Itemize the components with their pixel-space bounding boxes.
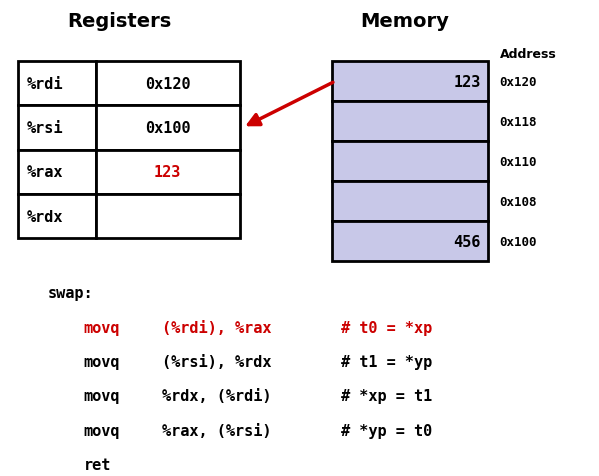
Text: 0x120: 0x120 xyxy=(145,77,190,91)
Bar xyxy=(96,150,240,195)
Text: 0x118: 0x118 xyxy=(499,115,537,129)
Bar xyxy=(18,106,96,150)
Text: 123: 123 xyxy=(453,74,481,89)
Text: (%rsi), %rdx: (%rsi), %rdx xyxy=(162,354,271,369)
Text: 123: 123 xyxy=(154,165,181,180)
Text: 0x108: 0x108 xyxy=(499,195,537,208)
Bar xyxy=(18,150,96,195)
Bar xyxy=(332,142,488,182)
Text: # t1 = *yp: # t1 = *yp xyxy=(341,354,432,369)
Bar xyxy=(332,102,488,142)
Bar xyxy=(332,62,488,102)
Text: %rdx, (%rdi): %rdx, (%rdi) xyxy=(162,388,271,403)
Text: %rax: %rax xyxy=(27,165,63,180)
Text: # t0 = *xp: # t0 = *xp xyxy=(341,320,432,335)
Bar xyxy=(332,182,488,222)
Text: movq: movq xyxy=(84,320,120,335)
Text: (%rdi), %rax: (%rdi), %rax xyxy=(162,320,271,335)
Text: 0x110: 0x110 xyxy=(499,155,537,169)
Text: 0x100: 0x100 xyxy=(145,121,190,136)
Text: %rsi: %rsi xyxy=(27,121,63,136)
Text: %rdx: %rdx xyxy=(27,209,63,224)
Text: %rdi: %rdi xyxy=(27,77,63,91)
Text: ret: ret xyxy=(84,457,111,472)
Text: Address: Address xyxy=(500,48,557,60)
Bar xyxy=(96,106,240,150)
Text: # *xp = t1: # *xp = t1 xyxy=(341,388,432,403)
Bar xyxy=(18,195,96,239)
Text: movq: movq xyxy=(84,423,120,437)
Text: 456: 456 xyxy=(453,234,481,249)
Text: %rax, (%rsi): %rax, (%rsi) xyxy=(162,423,271,437)
Text: movq: movq xyxy=(84,354,120,369)
Text: Memory: Memory xyxy=(360,12,449,31)
Text: Registers: Registers xyxy=(68,12,172,31)
Bar xyxy=(96,195,240,239)
Text: 0x120: 0x120 xyxy=(499,75,537,89)
Bar xyxy=(18,62,96,106)
Text: movq: movq xyxy=(84,388,120,403)
Text: # *yp = t0: # *yp = t0 xyxy=(341,423,432,437)
Bar xyxy=(332,222,488,262)
Bar xyxy=(96,62,240,106)
Text: 0x100: 0x100 xyxy=(499,235,537,248)
Text: swap:: swap: xyxy=(48,286,93,300)
